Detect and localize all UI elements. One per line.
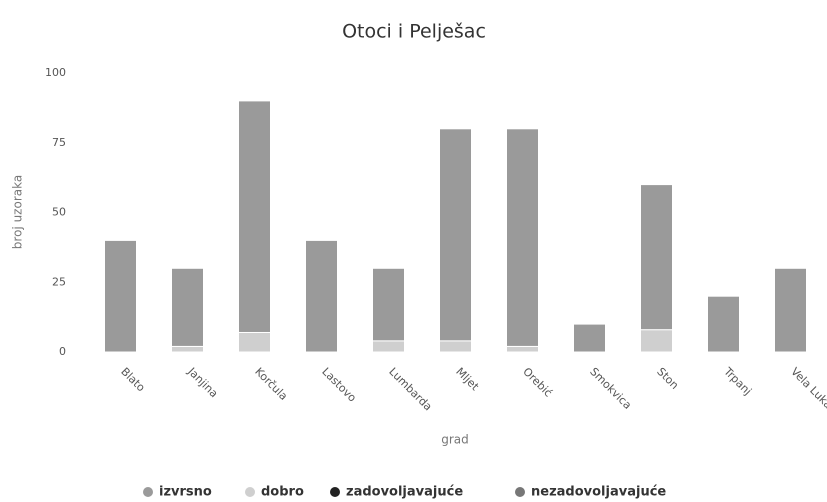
y-tick-label: 0 bbox=[59, 345, 66, 358]
bar-segment bbox=[573, 323, 606, 353]
x-tick-label: Ston bbox=[654, 365, 681, 392]
y-tick-label: 75 bbox=[52, 136, 66, 149]
x-tick-label: Vela Luka bbox=[788, 365, 827, 411]
x-tick-label: Blato bbox=[118, 365, 147, 394]
x-tick-label: Lumbarda bbox=[386, 365, 434, 413]
x-tick-label: Trpanj bbox=[721, 364, 755, 398]
bar-segment bbox=[305, 239, 338, 353]
bar-segment bbox=[774, 267, 807, 353]
bar-segment bbox=[372, 340, 405, 353]
bar-segment bbox=[640, 329, 673, 353]
bar-segment bbox=[640, 184, 673, 331]
x-axis-title: grad bbox=[441, 433, 469, 447]
x-tick-label: Korčula bbox=[252, 365, 290, 403]
x-tick-label: Lastovo bbox=[319, 365, 359, 405]
legend-marker bbox=[245, 487, 255, 497]
bar-segment bbox=[506, 345, 539, 353]
y-tick-label: 100 bbox=[45, 66, 66, 79]
bar-segment bbox=[439, 128, 472, 342]
x-tick-label: Mljet bbox=[453, 365, 482, 394]
bar-segment bbox=[707, 295, 740, 353]
bar-segment bbox=[439, 340, 472, 353]
legend-marker bbox=[330, 487, 340, 497]
bar-segment bbox=[506, 128, 539, 347]
bar-segment bbox=[372, 267, 405, 342]
legend-text: nezadovoljavajuće bbox=[531, 485, 666, 500]
x-tick-label: Smokvica bbox=[587, 365, 634, 412]
x-tick-label: Janjina bbox=[185, 364, 221, 400]
bar-segment bbox=[171, 345, 204, 353]
x-tick-label: Orebić bbox=[520, 365, 555, 400]
y-tick-label: 50 bbox=[52, 206, 66, 219]
bar-segment bbox=[104, 239, 137, 353]
chart-title: Otoci i Pelješac bbox=[342, 21, 486, 43]
y-axis-title: broj uzoraka bbox=[11, 175, 25, 249]
legend-marker bbox=[143, 487, 153, 497]
legend-text: izvrsno bbox=[159, 485, 212, 500]
legend-text: zadovoljavajuće bbox=[346, 485, 463, 500]
legend-text: dobro bbox=[261, 485, 304, 500]
legend-marker bbox=[515, 487, 525, 497]
bar-segment bbox=[238, 331, 271, 353]
bar-segment bbox=[171, 267, 204, 347]
bar-segment bbox=[238, 100, 271, 333]
y-tick-label: 25 bbox=[52, 275, 66, 288]
